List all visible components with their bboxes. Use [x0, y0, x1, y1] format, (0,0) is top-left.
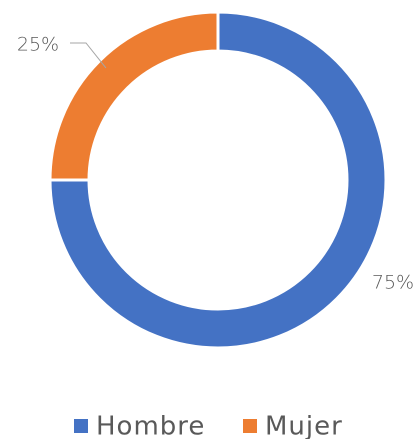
- legend-label: Hombre: [96, 412, 205, 439]
- slice: [48, 10, 220, 182]
- legend-swatch: [243, 419, 257, 433]
- data-label: 75%: [372, 272, 414, 294]
- slice: [48, 10, 388, 350]
- legend-label: Mujer: [265, 412, 343, 439]
- leader-line: [70, 42, 107, 69]
- data-label: 25%: [17, 34, 59, 56]
- legend-swatch: [74, 419, 88, 433]
